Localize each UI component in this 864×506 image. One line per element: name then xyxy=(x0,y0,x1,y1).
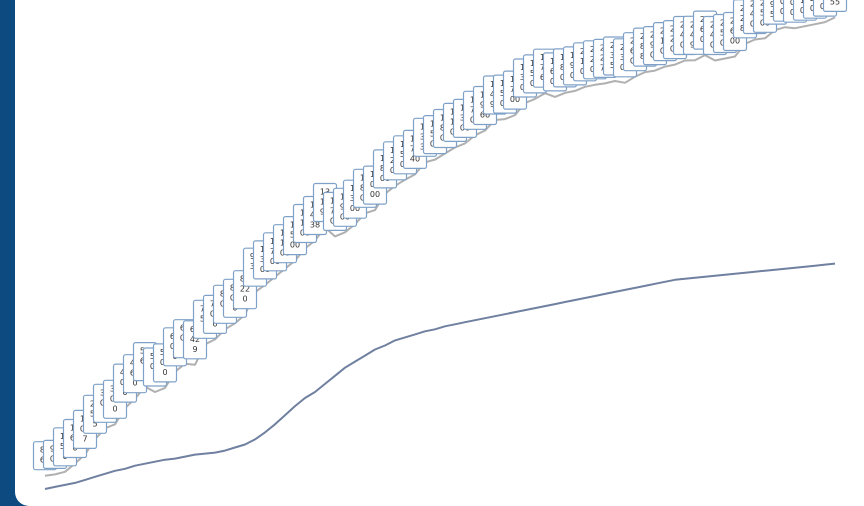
data-label-text: 40 xyxy=(410,154,420,163)
data-label-text: 00 xyxy=(730,37,740,46)
data-label-text: 0 xyxy=(212,319,217,328)
data-label-text: 0 xyxy=(112,404,117,413)
data-label-text: 66 xyxy=(480,111,490,120)
data-label-text: 55 xyxy=(830,0,840,6)
data-label-text: 38 xyxy=(310,221,320,230)
data-label-text: 7 xyxy=(82,434,87,443)
data-label: 235355 xyxy=(822,0,848,12)
data-label-text: 00 xyxy=(510,95,520,104)
data-label-text: 9 xyxy=(192,345,197,354)
chart-panel: 8563920010500146001909726565320003400042… xyxy=(15,0,864,506)
data-label-box xyxy=(822,0,848,12)
data-label-text: 0 xyxy=(132,379,137,388)
data-label-text: 42 xyxy=(190,335,200,344)
data-label-text: 5 xyxy=(92,419,97,428)
series-line-0 xyxy=(44,16,836,477)
data-label-text: 22 xyxy=(240,285,250,294)
data-labels: 8563920010500146001909726565320003400042… xyxy=(32,0,848,471)
line-chart: 8563920010500146001909726565320003400042… xyxy=(32,0,848,490)
data-label-text: 00 xyxy=(350,204,360,213)
data-label-text: 0 xyxy=(162,368,167,377)
data-label-text: 00 xyxy=(290,241,300,250)
series-lines xyxy=(44,16,836,490)
data-label-text: 0 xyxy=(242,295,247,304)
series-line-1 xyxy=(44,262,836,490)
data-label-text: 00 xyxy=(370,190,380,199)
